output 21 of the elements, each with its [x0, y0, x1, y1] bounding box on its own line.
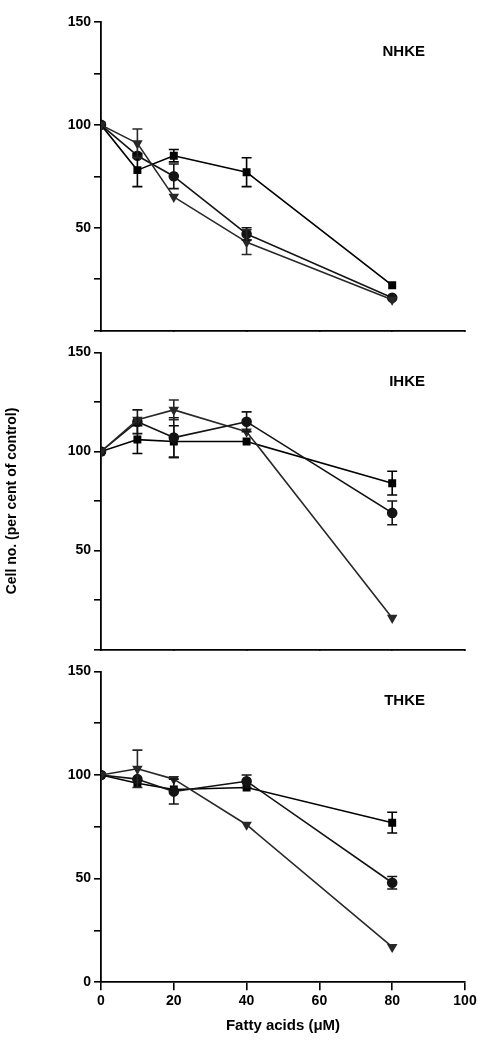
y-tick-label: 0 [83, 973, 92, 990]
y-tick-label: 50 [75, 218, 92, 235]
y-tick-label: 100 [67, 765, 92, 782]
y-tick-label: 150 [67, 662, 92, 679]
x-tick-label: 80 [384, 992, 401, 1009]
y-tick-label: 150 [67, 343, 92, 360]
y-tick-label: 50 [75, 869, 92, 886]
x-tick-label: 100 [453, 992, 477, 1009]
x-tick-label: 60 [311, 992, 328, 1009]
x-axis-title: Fatty acids (μM) [225, 1016, 341, 1034]
text: THKE [384, 691, 425, 709]
x-tick-label: 20 [166, 992, 182, 1009]
y-tick-label: 100 [67, 442, 92, 459]
x-tick-label: 40 [238, 992, 255, 1009]
y-tick-label: 50 [75, 541, 92, 558]
y-tick-label: 100 [67, 115, 92, 132]
y-tick-label: 150 [67, 12, 92, 29]
text: NHKE [382, 41, 425, 59]
x-tick-label: 0 [97, 992, 106, 1009]
y-axis-title: Cell no. (per cent of control) [3, 407, 20, 595]
text: IHKE [389, 372, 425, 390]
